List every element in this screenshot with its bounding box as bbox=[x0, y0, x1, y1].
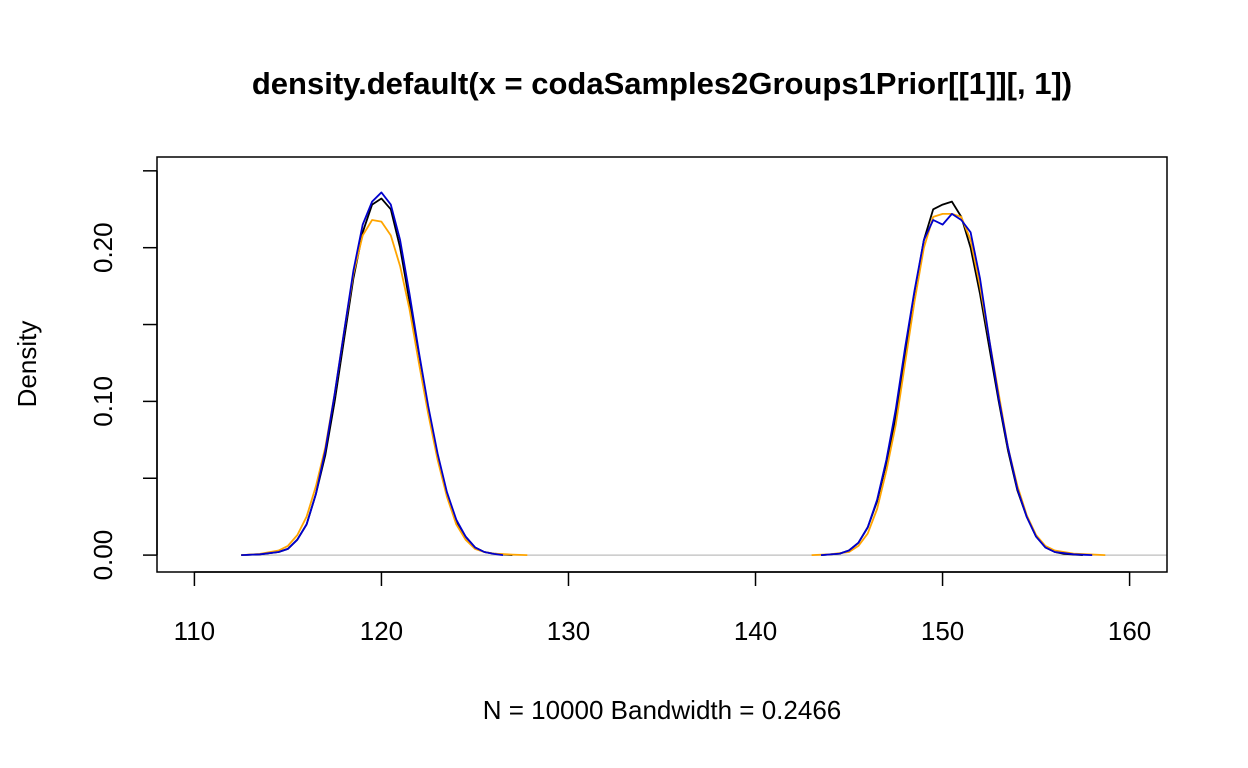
y-tick-label: 0.20 bbox=[88, 222, 118, 273]
y-axis: 0.00 0.10 0.20 bbox=[88, 170, 158, 581]
x-tick-label: 110 bbox=[174, 616, 215, 646]
y-tick-label: 0.10 bbox=[88, 376, 118, 427]
x-tick-label: 150 bbox=[921, 616, 964, 646]
y-tick-label: 0.00 bbox=[88, 530, 118, 581]
y-axis-label: Density bbox=[12, 321, 42, 408]
x-tick-label: 140 bbox=[734, 616, 777, 646]
density-curve-3-mode-1 bbox=[241, 191, 504, 556]
x-axis-label: N = 10000 Bandwidth = 0.2466 bbox=[483, 695, 842, 725]
chart-title: density.default(x = codaSamples2Groups1P… bbox=[252, 66, 1072, 101]
x-axis: 110 120 130 140 150 160 bbox=[174, 571, 1151, 646]
x-tick-label: 160 bbox=[1108, 616, 1151, 646]
density-curve-2-mode-1 bbox=[241, 219, 528, 556]
density-curve-3-mode-2 bbox=[820, 212, 1093, 556]
series-layer bbox=[241, 191, 1106, 556]
x-tick-label: 120 bbox=[360, 616, 403, 646]
x-tick-label: 130 bbox=[547, 616, 590, 646]
